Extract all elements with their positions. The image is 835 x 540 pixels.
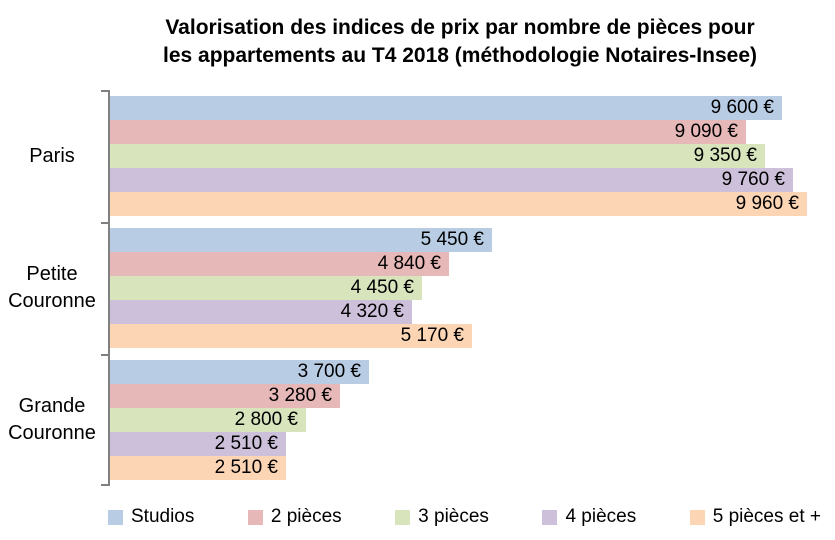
- bar-value-label: 4 320 €: [340, 301, 404, 322]
- legend-label: Studios: [131, 506, 195, 527]
- legend-swatch-5-pi-ces-et: [689, 509, 705, 525]
- plot-area: 9 600 € 9 090 € 9 350 € 9 760 € 9 960 € 5 450…: [101, 90, 810, 486]
- bar-petite-couronne-2-pi-ces: 4 840 €: [110, 252, 449, 276]
- category-axis-labels: Paris Petite Couronne Grande Couronne: [0, 90, 104, 486]
- bar-value-label: 4 450 €: [350, 277, 414, 298]
- bar-petite-couronne-5-pi-ces-et: 5 170 €: [110, 324, 472, 348]
- legend-label: 3 pièces: [418, 506, 489, 527]
- bar-value-label: 3 280 €: [268, 385, 332, 406]
- bar-paris-studios: 9 600 €: [110, 96, 782, 120]
- bar-petite-couronne-4-pi-ces: 4 320 €: [110, 300, 412, 324]
- legend-label: 5 pièces et +: [712, 506, 821, 527]
- bar-value-label: 5 170 €: [400, 325, 464, 346]
- legend-item-2-pi-ces: 2 pièces: [247, 506, 342, 528]
- legend-item-5-pi-ces-et: 5 pièces et +: [689, 506, 821, 528]
- axis-tick: [101, 222, 109, 224]
- bar-value-label: 9 350 €: [693, 145, 757, 166]
- category-label-grande-couronne: Grande Couronne: [8, 395, 96, 444]
- legend: Studios 2 pièces 3 pièces 4 pièces 5 pièces …: [108, 501, 821, 533]
- legend-item-4-pi-ces: 4 pièces: [542, 506, 636, 528]
- legend-item-studios: Studios: [108, 506, 194, 528]
- bar-grande-couronne-5-pi-ces-et: 2 510 €: [110, 456, 286, 480]
- bar-value-label: 5 450 €: [420, 229, 484, 250]
- bar-value-label: 4 840 €: [377, 253, 441, 274]
- bar-paris-4-pi-ces: 9 760 €: [110, 168, 793, 192]
- legend-item-3-pi-ces: 3 pièces: [395, 506, 489, 528]
- legend-label: 2 pièces: [270, 506, 342, 527]
- bar-value-label: 9 760 €: [721, 169, 785, 190]
- bar-value-label: 3 700 €: [297, 361, 361, 382]
- chart-title-line-1: Valorisation des indices de prix par nom…: [165, 16, 755, 39]
- chart-title-line-2: les appartements au T4 2018 (méthodologi…: [162, 44, 757, 67]
- bar-grande-couronne-3-pi-ces: 2 800 €: [110, 408, 306, 432]
- legend-label: 4 pièces: [565, 506, 637, 527]
- legend-swatch-3-pi-ces: [395, 509, 411, 525]
- legend-swatch-2-pi-ces: [247, 509, 263, 525]
- bar-value-label: 2 800 €: [234, 409, 298, 430]
- bar-petite-couronne-studios: 5 450 €: [110, 228, 492, 252]
- legend-swatch-4-pi-ces: [542, 509, 558, 525]
- category-label-petite-couronne: Petite Couronne: [8, 263, 96, 312]
- axis-tick: [101, 354, 109, 356]
- legend-swatch-studios: [108, 509, 123, 525]
- bar-grande-couronne-studios: 3 700 €: [110, 360, 369, 384]
- bar-petite-couronne-3-pi-ces: 4 450 €: [110, 276, 422, 300]
- axis-tick: [101, 484, 109, 486]
- bar-value-label: 2 510 €: [214, 433, 278, 454]
- category-axis-line: [108, 90, 110, 486]
- bar-grande-couronne-4-pi-ces: 2 510 €: [110, 432, 286, 456]
- axis-tick: [101, 90, 109, 92]
- chart-title: Valorisation des indices de prix par nom…: [110, 14, 810, 70]
- bar-value-label: 9 960 €: [735, 193, 799, 214]
- bar-paris-2-pi-ces: 9 090 €: [110, 120, 746, 144]
- bar-value-label: 2 510 €: [214, 457, 278, 478]
- category-label-paris: Paris: [29, 144, 75, 167]
- bar-paris-5-pi-ces-et: 9 960 €: [110, 192, 807, 216]
- bar-grande-couronne-2-pi-ces: 3 280 €: [110, 384, 340, 408]
- bar-value-label: 9 600 €: [710, 97, 774, 118]
- bar-paris-3-pi-ces: 9 350 €: [110, 144, 765, 168]
- bar-value-label: 9 090 €: [674, 121, 738, 142]
